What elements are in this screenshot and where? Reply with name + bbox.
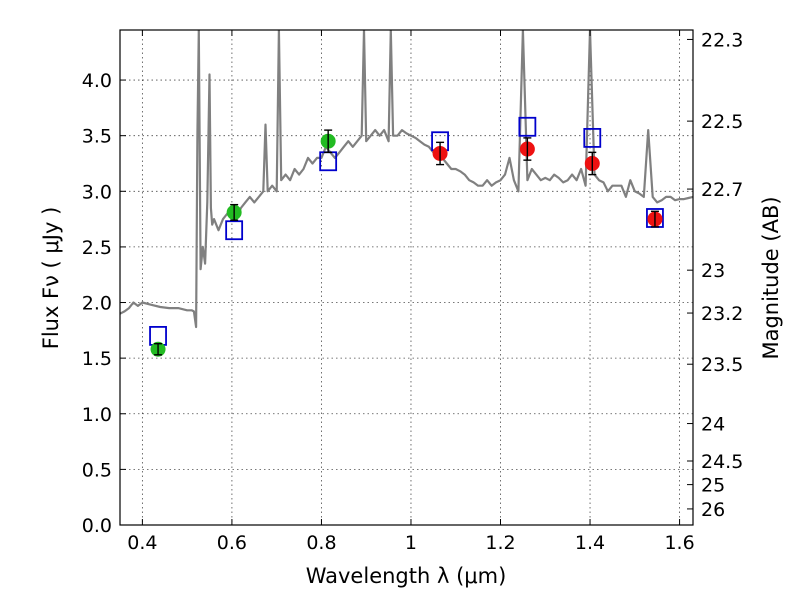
observed-points-layer (150, 129, 663, 357)
spectrum-line (120, 30, 693, 329)
model-boxes-layer (149, 116, 664, 346)
x-axis-label: Wavelength λ (μm) (306, 564, 507, 588)
plot-data-layer (120, 30, 693, 357)
y-tick-label: 4.0 (82, 70, 112, 92)
x-tick-label: 0.4 (127, 532, 157, 554)
y-tick-label: 3.5 (82, 126, 112, 148)
x-tick-label: 1.2 (485, 532, 515, 554)
y-tick-label: 2.5 (82, 237, 112, 259)
y2-tick-label: 22.3 (701, 29, 743, 51)
x-tick-label: 1.4 (575, 532, 605, 554)
x-tick-label: 0.6 (217, 532, 247, 554)
grid-layer (120, 30, 693, 526)
y-axis-label: Flux Fν ( μJy ) (39, 207, 63, 350)
y2-tick-label: 24.5 (701, 451, 743, 473)
y-tick-label: 0.0 (82, 515, 112, 537)
y2-tick-label: 25 (701, 475, 725, 497)
x-tick-label: 0.8 (306, 532, 336, 554)
y2-tick-label: 23.5 (701, 354, 743, 376)
y-tick-label: 2.0 (82, 293, 112, 315)
tick-labels-layer: 0.4 0.6 0.8 1 1.2 1.4 1.6 0.0 0.5 1.0 1.5 2.0 2.5 3.0… (82, 29, 744, 554)
y-tick-label: 1.0 (82, 404, 112, 426)
model-box (225, 220, 244, 241)
y2-axis-label: Magnitude (AB) (759, 196, 783, 359)
x-tick-label: 1.6 (664, 532, 694, 554)
y-tick-label: 1.5 (82, 348, 112, 370)
y2-tick-label: 24 (701, 414, 725, 436)
model-box (583, 127, 602, 148)
plot-frame (119, 29, 694, 526)
y-tick-label: 0.5 (82, 459, 112, 481)
y2-tick-label: 26 (701, 499, 725, 521)
spectrum-layer (120, 30, 693, 329)
model-box (518, 116, 537, 137)
ticks-layer (120, 30, 693, 526)
y-tick-label: 3.0 (82, 181, 112, 203)
x-tick-label: 1 (405, 532, 417, 554)
y2-tick-label: 23 (701, 260, 725, 282)
y2-tick-label: 22.5 (701, 111, 743, 133)
y2-tick-label: 23.2 (701, 303, 743, 325)
y2-tick-label: 22.7 (701, 179, 743, 201)
